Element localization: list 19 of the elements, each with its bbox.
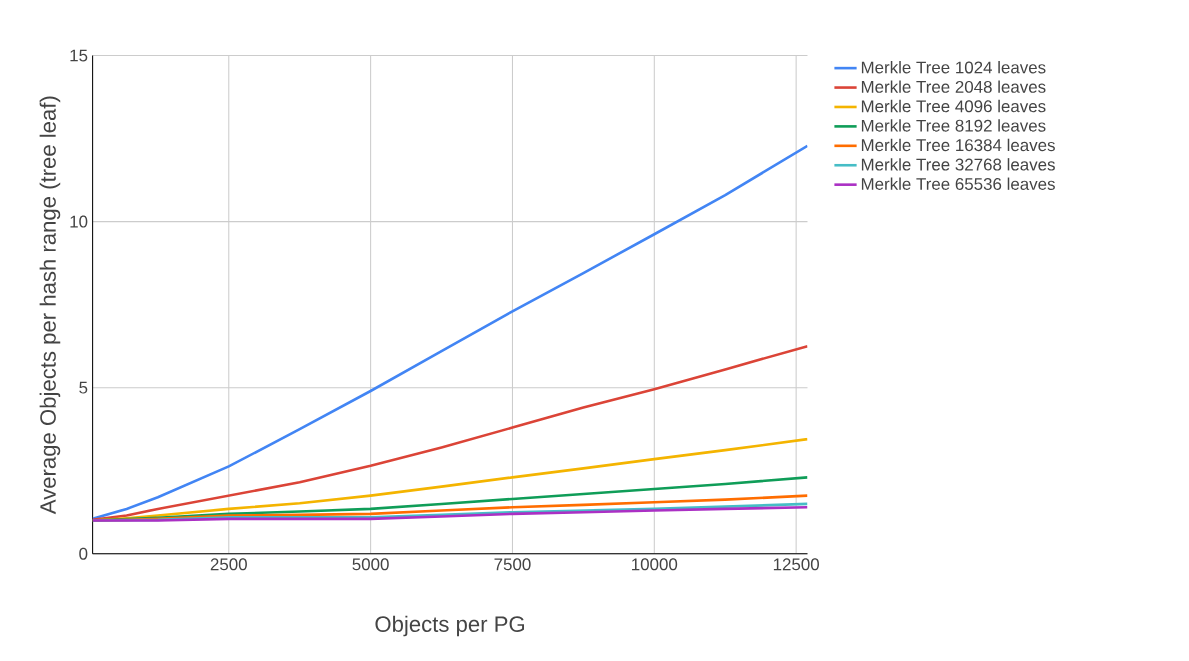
x-tick-label: 10000 — [632, 558, 678, 571]
legend-label: Merkle Tree 1024 leaves — [861, 60, 1046, 74]
y-tick-label: 15 — [70, 49, 88, 62]
x-axis-title: Objects per PG — [375, 615, 525, 637]
legend-label: Merkle Tree 16384 leaves — [861, 138, 1055, 152]
y-tick-label: 0 — [79, 547, 88, 560]
legend-label: Merkle Tree 65536 leaves — [861, 177, 1055, 190]
x-tick-label: 12500 — [773, 558, 820, 571]
legend-label: Merkle Tree 2048 leaves — [861, 80, 1046, 93]
legend-label: Merkle Tree 8192 leaves — [861, 119, 1046, 132]
y-axis-title: Average Objects per hash range (tree leaf) — [39, 96, 61, 515]
line-series — [92, 144, 808, 521]
legend-label: Merkle Tree 4096 leaves — [861, 99, 1046, 113]
y-tick-label: 10 — [70, 215, 88, 228]
x-tick-label: 5000 — [352, 558, 389, 571]
x-tick-label: 7500 — [494, 558, 531, 571]
x-tick-label: 2500 — [210, 558, 247, 571]
y-tick-label: 5 — [79, 381, 88, 394]
legend-label: Merkle Tree 32768 leaves — [861, 158, 1055, 171]
